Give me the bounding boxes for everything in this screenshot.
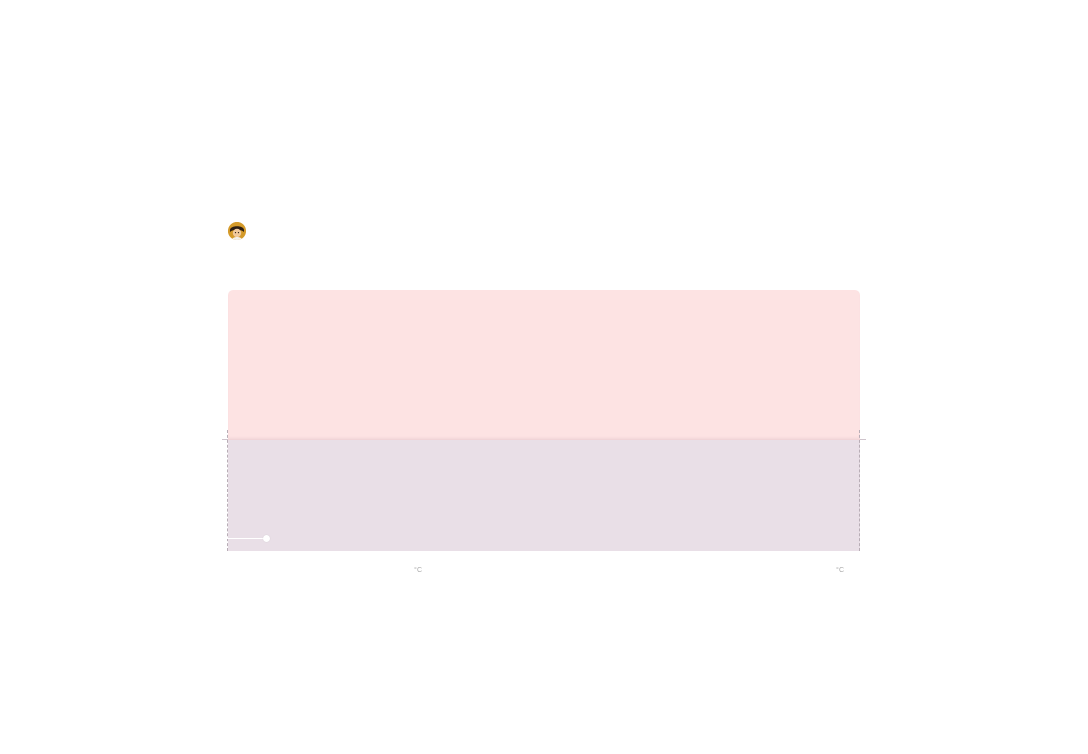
slider-knob-icon[interactable] (263, 535, 270, 542)
unit-label-high: °C (836, 567, 845, 574)
temperature-range-panel[interactable] (222, 290, 866, 551)
hot-zone-band (228, 290, 860, 440)
unit-label-low: °C (414, 567, 423, 574)
left-threshold-tick (222, 439, 228, 440)
temperature-slider-track[interactable] (222, 538, 264, 539)
user-avatar-icon[interactable] (228, 222, 246, 240)
right-guide-line (859, 430, 860, 551)
left-guide-line (227, 430, 228, 551)
cool-zone-band (228, 440, 860, 551)
avatar-face-icon (228, 222, 246, 240)
right-threshold-tick (860, 439, 866, 440)
